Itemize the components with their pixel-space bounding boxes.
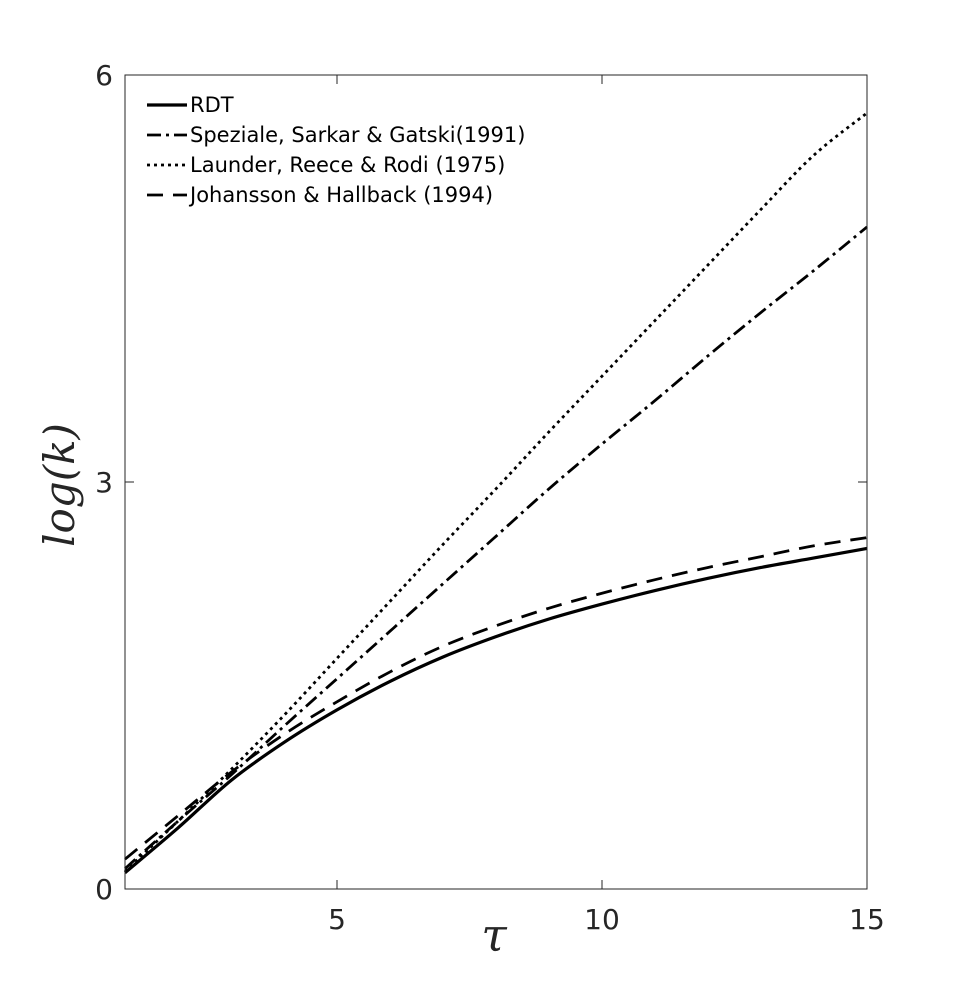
series-line-2 (124, 225, 868, 870)
ticks-layer: 5 10 15 0 3 6 (95, 59, 885, 936)
y-tick-label: 3 (95, 466, 113, 499)
y-tick-label: 0 (95, 873, 113, 906)
legend-label: Speziale, Sarkar & Gatski(1991) (190, 123, 525, 147)
x-axis-title: τ (481, 908, 508, 962)
legend-label: Johansson & Hallback (1994) (188, 183, 493, 207)
legend-entry: RDT (147, 93, 234, 117)
x-tick-label: 5 (328, 903, 346, 936)
series-line-3 (124, 111, 868, 873)
legend-entry: Speziale, Sarkar & Gatski(1991) (147, 123, 525, 147)
series-line-1 (123, 546, 868, 874)
x-tick-label: 15 (849, 903, 885, 936)
legend: RDT Speziale, Sarkar & Gatski(1991) Launde… (147, 93, 525, 207)
series-line-4 (124, 536, 868, 861)
legend-entry: Johansson & Hallback (1994) (147, 183, 493, 207)
y-axis-title: log(k) (35, 423, 84, 547)
series-layer (123, 111, 868, 874)
legend-label: Launder, Reece & Rodi (1975) (190, 153, 505, 177)
legend-label: RDT (190, 93, 234, 117)
x-tick-label: 10 (584, 903, 620, 936)
y-tick-label: 6 (95, 59, 113, 92)
legend-entry: Launder, Reece & Rodi (1975) (147, 153, 505, 177)
